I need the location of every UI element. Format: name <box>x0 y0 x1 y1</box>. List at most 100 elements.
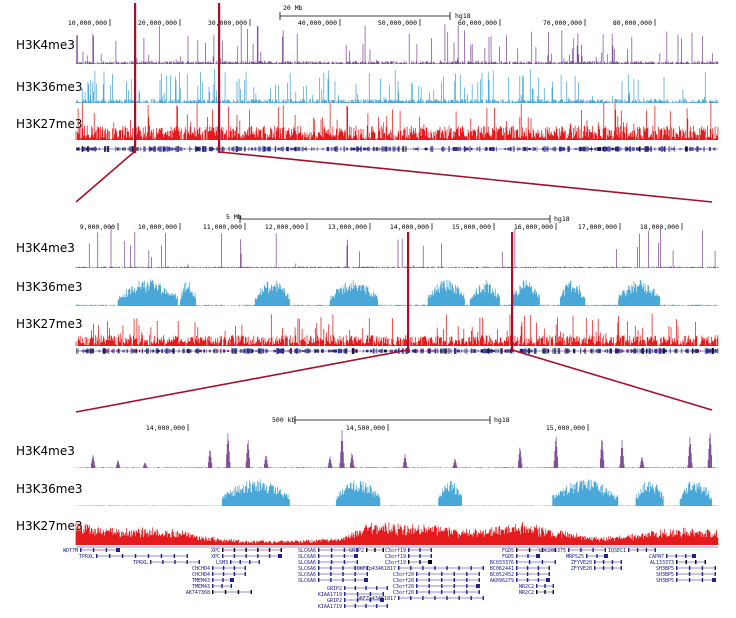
gene-label: FGD5 <box>502 548 514 554</box>
track-label-h3k36me3: H3K36me3 <box>16 80 83 94</box>
gene-label: NR2C2 <box>519 584 534 590</box>
gene-track-panel1 <box>76 146 718 152</box>
track-label-h3k27me3: H3K27me3 <box>16 117 83 131</box>
gene-label: AL133373 <box>650 560 674 566</box>
zoom-connector-right-1 <box>219 151 713 203</box>
gene-label: SLC6A6 <box>298 566 316 572</box>
coordinate-label: 10,000,000 <box>68 19 107 27</box>
gene-track-panel2 <box>76 348 719 354</box>
gene-label: SH3BP5 <box>656 578 674 584</box>
zoom-connector-left-2 <box>75 349 409 413</box>
coordinate-label: 40,000,000 <box>298 19 337 27</box>
track-label-h3k36me3: H3K36me3 <box>16 280 83 294</box>
coordinate-label: 17,000,000 <box>578 223 617 231</box>
gene-label: DKFZp434K1817 <box>357 596 396 602</box>
gene-label: MRPS25 <box>566 554 584 560</box>
gene-label: CHCHD4 <box>192 566 210 572</box>
gene-label: TMEM43 <box>192 584 210 590</box>
coordinate-label: 11,000,000 <box>203 223 242 231</box>
gene-label: SLC6A6 <box>298 578 316 584</box>
gene-label: CAPN7 <box>649 554 664 560</box>
gene-label: TPRXL <box>79 554 94 560</box>
gene-label: ZFYVE20 <box>571 566 592 572</box>
signal-h3k27me3-panel3 <box>75 522 719 545</box>
coordinate-label: 80,000,000 <box>613 19 652 27</box>
coordinate-label: 15,000,000 <box>452 223 491 231</box>
gene-label: C3orf20 <box>393 590 414 596</box>
zoom-marker-left <box>407 232 410 352</box>
panel-1: 20 Mb hg18 10,000,000 20,000,000 30,000,00… <box>16 3 719 153</box>
gene-label: AK096279 <box>490 578 514 584</box>
gene-annotations-panel3: WDT7MTPRXLTPRXLXPCXPCLSM3CHCHD4CHCHD4TME… <box>63 546 718 610</box>
panel-2: 5 Mb hg18 9,000,000 10,000,000 11,000,000 1… <box>16 213 719 354</box>
assembly-label: hg18 <box>455 12 471 20</box>
gene-label: C3orf19 <box>385 554 406 560</box>
gene-label: BC062441 <box>490 566 514 572</box>
gene-label: C3orf20 <box>393 572 414 578</box>
zoom-marker-left <box>134 3 137 153</box>
track-label-h3k27me3: H3K27me3 <box>16 519 83 533</box>
track-label-h3k27me3: H3K27me3 <box>16 317 83 331</box>
zoom-connector-right-2 <box>511 349 713 411</box>
track-label-h3k4me3: H3K4me3 <box>16 38 75 52</box>
gene-label: C3orf20 <box>393 584 414 590</box>
coordinate-label: 10,000,000 <box>138 223 177 231</box>
gene-label: ZFYVE20 <box>571 560 592 566</box>
coordinate-label: 50,000,000 <box>378 19 417 27</box>
gene-label: WDT7M <box>63 548 78 554</box>
gene-label: GRIP2 <box>327 586 342 592</box>
signal-h3k4me3-panel2 <box>75 226 719 268</box>
coordinate-label: 30,000,000 <box>208 19 247 27</box>
signal-h3k4me3-panel1 <box>75 24 719 64</box>
coordinate-label: 14,000,000 <box>390 223 429 231</box>
gene-label: TPRXL <box>133 560 148 566</box>
zoom-marker-right <box>218 3 221 153</box>
gene-label: BC033376 <box>490 560 514 566</box>
gene-label: NR2C2 <box>519 590 534 596</box>
coordinate-label: 60,000,000 <box>458 19 497 27</box>
gene-label: XPC <box>211 554 220 560</box>
gene-label: KIAA1719 <box>318 604 342 610</box>
coordinate-label: 18,000,000 <box>640 223 679 231</box>
coordinate-label: 70,000,000 <box>543 19 582 27</box>
gene-label: C3orf19 <box>385 548 406 554</box>
gene-label: GRIP2 <box>349 548 364 554</box>
signal-h3k4me3-panel3 <box>75 430 719 468</box>
coordinate-label: 12,000,000 <box>265 223 304 231</box>
gene-label: SH3BP5 <box>656 566 674 572</box>
scale-label: 5 Mb <box>226 213 242 221</box>
zoom-connector-left-1 <box>75 151 135 203</box>
coordinate-label: 13,000,000 <box>328 223 367 231</box>
coordinate-label: 14,500,000 <box>346 424 385 432</box>
signal-h3k36me3-panel2 <box>75 279 719 306</box>
gene-label: SH3BP5 <box>656 572 674 578</box>
signal-h3k36me3-panel3 <box>75 479 719 506</box>
assembly-label: hg18 <box>494 416 510 424</box>
signal-h3k36me3-panel1 <box>75 69 719 103</box>
gene-label: CHCHD4 <box>192 572 210 578</box>
gene-label: XPC <box>211 548 220 554</box>
gene-label: FGD5 <box>502 554 514 560</box>
signal-h3k27me3-panel1 <box>75 102 719 140</box>
gene-label: KIAA1719 <box>318 592 342 598</box>
gene-label: BC052452 <box>490 572 514 578</box>
scale-label: 500 kb <box>272 416 296 424</box>
track-label-h3k4me3: H3K4me3 <box>16 444 75 458</box>
assembly-label: hg18 <box>554 215 570 223</box>
coordinate-label: 14,000,000 <box>146 424 185 432</box>
gene-label: SLC6A6 <box>298 554 316 560</box>
coordinate-label: 20,000,000 <box>138 19 177 27</box>
panel-1-ruler: 20 Mb hg18 10,000,000 20,000,000 30,000,00… <box>68 4 656 27</box>
track-label-h3k36me3: H3K36me3 <box>16 482 83 496</box>
gene-label: TMEM43 <box>192 578 210 584</box>
panel-3-ruler: 500 kb hg18 14,000,000 14,500,000 15,000,0… <box>146 416 589 432</box>
panel-2-ruler: 5 Mb hg18 9,000,000 10,000,000 11,000,000 1… <box>80 213 683 231</box>
gene-label: SLC6A6 <box>298 560 316 566</box>
coordinate-label: 16,000,000 <box>514 223 553 231</box>
gene-label: C3orf19 <box>385 560 406 566</box>
gene-label: LOC285375 <box>539 548 566 554</box>
gene-label: C3orf20 <box>393 578 414 584</box>
coordinate-label: 15,000,000 <box>546 424 585 432</box>
